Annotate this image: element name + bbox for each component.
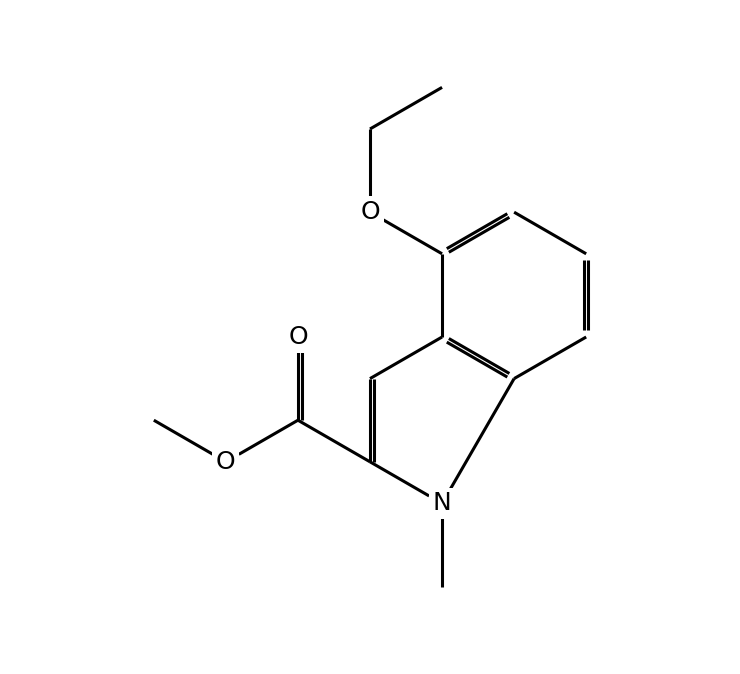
Text: N: N [433,491,451,516]
Text: O: O [360,200,380,224]
Text: O: O [288,325,308,349]
Text: O: O [216,450,236,474]
